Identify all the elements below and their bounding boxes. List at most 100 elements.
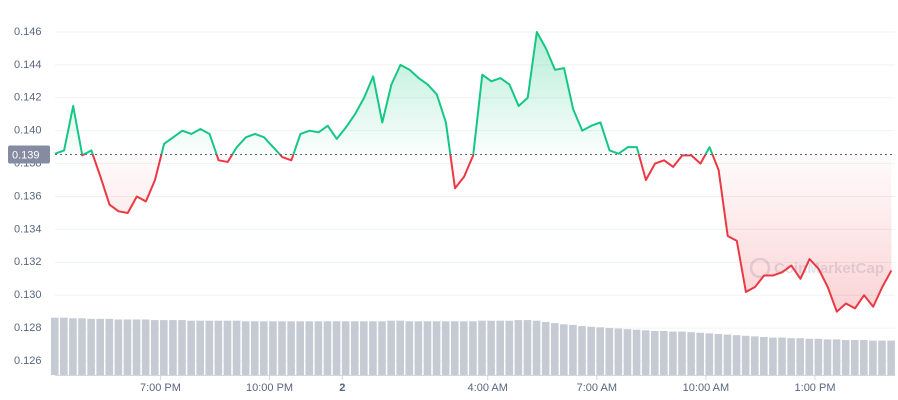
volume-bar (614, 328, 623, 375)
volume-bar (623, 329, 632, 375)
volume-bar (887, 340, 895, 375)
volume-bar (232, 320, 241, 375)
volume-bar (705, 333, 714, 375)
volume-bar (769, 337, 777, 375)
volume-bar (296, 321, 304, 375)
y-tick-label: 0.144 (14, 59, 42, 71)
volume-bar (669, 331, 677, 375)
price-area (55, 31, 892, 312)
volume-bar (841, 340, 850, 375)
volume-bar (750, 336, 759, 375)
volume-bar (760, 336, 768, 375)
volume-bar (69, 318, 77, 375)
volume-bar (150, 320, 159, 375)
x-tick-label: 10:00 AM (683, 382, 729, 394)
volume-bar (878, 340, 886, 375)
volume-bar (560, 324, 568, 375)
x-tick-label: 2 (339, 382, 345, 394)
volume-bar (796, 338, 804, 375)
volume-bar (569, 324, 577, 375)
volume-bar (641, 330, 650, 375)
volume-bar (696, 332, 704, 375)
volume-bar (678, 331, 686, 375)
volume-bar (50, 317, 59, 375)
volume-bar (314, 321, 323, 375)
volume-bar (787, 338, 795, 375)
volume-bar (850, 340, 859, 375)
volume-bar (396, 320, 404, 375)
volume-bar (860, 340, 868, 375)
y-tick-label: 0.128 (14, 322, 42, 334)
volume-bar (341, 321, 350, 375)
volume-bar (278, 321, 286, 375)
volume-bar (650, 330, 659, 375)
volume-bar (714, 333, 723, 375)
volume-bar (805, 338, 814, 375)
volume-bar (387, 320, 395, 375)
volume-bar (596, 327, 604, 375)
volume-bar (350, 321, 359, 375)
volume-bar (478, 320, 486, 375)
volume-bar (360, 321, 368, 375)
volume-bar (60, 317, 68, 375)
volume-bar (469, 321, 477, 375)
volume-bar (778, 337, 786, 375)
volume-bar (441, 321, 450, 375)
volume-bar (87, 318, 95, 375)
volume-bar (160, 320, 168, 375)
y-tick-label: 0.136 (14, 190, 42, 202)
volume-bar (323, 321, 332, 375)
volume-bar (105, 318, 114, 375)
volume-bar (587, 326, 595, 375)
baseline-label: 0.139 (12, 149, 40, 161)
volume-bar (96, 318, 104, 375)
volume-bar (223, 320, 232, 375)
volume-bar (123, 319, 132, 375)
y-tick-label: 0.142 (14, 92, 42, 104)
y-tick-label: 0.126 (14, 355, 42, 367)
volume-bar (250, 321, 259, 375)
volume-bar (241, 321, 250, 375)
volume-bar (260, 321, 268, 375)
volume-bar (432, 321, 441, 375)
volume-bar (505, 320, 514, 375)
y-tick-label: 0.130 (14, 289, 42, 301)
volume-bar (378, 321, 386, 375)
x-tick-label: 4:00 AM (468, 382, 508, 394)
x-tick-label: 7:00 AM (577, 382, 617, 394)
volume-bar (460, 321, 468, 375)
volume-bar (187, 320, 195, 375)
y-tick-label: 0.140 (14, 125, 42, 137)
volume-bar (132, 319, 141, 375)
volume-bar (832, 339, 841, 375)
volume-bar (823, 339, 832, 375)
y-tick-label: 0.146 (14, 26, 42, 38)
x-tick-label: 7:00 PM (140, 382, 181, 394)
volume-bar (550, 323, 559, 375)
volume-bar (487, 320, 495, 375)
baseline-label-box (8, 145, 50, 164)
volume-bar (732, 335, 741, 375)
y-tick-label: 0.134 (14, 223, 42, 235)
volume-bar (423, 321, 432, 375)
volume-bar (605, 327, 614, 375)
volume-bar (741, 335, 750, 375)
volume-bar (141, 319, 150, 375)
x-tick-label: 1:00 PM (795, 382, 836, 394)
volume-bar (269, 321, 277, 375)
volume-bar (78, 318, 86, 375)
price-line (54, 30, 893, 313)
volume-bar (869, 340, 877, 375)
volume-bar (523, 320, 532, 375)
volume-bar (814, 338, 823, 375)
volume-bar (578, 326, 586, 375)
volume-bar (178, 320, 186, 375)
volume-bar (114, 319, 123, 375)
volume-bar (287, 321, 295, 375)
x-tick-label: 10:00 PM (246, 382, 293, 394)
volume-bar (205, 320, 214, 375)
volume-bar (305, 321, 314, 375)
volume-bar (496, 320, 504, 375)
volume-bar (369, 321, 377, 375)
volume-bar (169, 320, 177, 375)
